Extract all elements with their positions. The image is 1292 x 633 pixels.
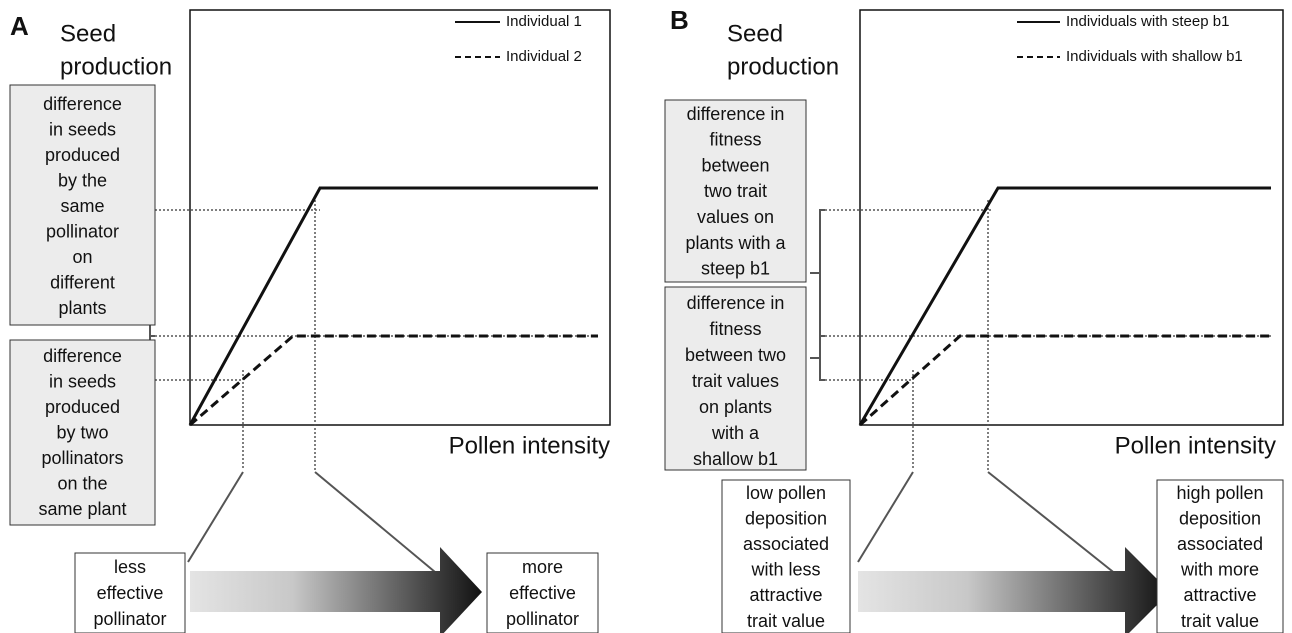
note-box-text: shallow b1: [693, 449, 778, 469]
y-axis-label: Seed: [60, 20, 116, 47]
label-box-text: with more: [1180, 560, 1259, 580]
note-box: [664, 286, 807, 471]
plot-frame: [859, 9, 1284, 426]
bracket: [810, 335, 825, 381]
gradient-arrow: [858, 547, 1170, 633]
panel-label: A: [10, 11, 29, 41]
note-box-text: steep b1: [701, 259, 770, 279]
note-box-text: by the: [58, 170, 107, 190]
legend-label: Individuals with steep b1: [1066, 13, 1229, 30]
note-box-text: pollinators: [41, 448, 123, 468]
note-box-text: trait values: [692, 371, 779, 391]
label-box-text: attractive: [1183, 585, 1256, 605]
plot-frame: [189, 9, 611, 426]
curve-dashed: [189, 334, 598, 427]
gradient-arrow: [190, 547, 482, 633]
note-box-text: different: [50, 272, 115, 292]
note-box-text: difference in: [687, 293, 785, 313]
legend-label: Individuals with shallow b1: [1066, 48, 1243, 65]
label-box-text: effective: [509, 583, 576, 603]
label-box-text: more: [522, 557, 563, 577]
note-box-text: difference: [43, 346, 122, 366]
label-box-text: high pollen: [1176, 483, 1263, 503]
note-box-text: on plants: [699, 397, 772, 417]
note-box-text: produced: [45, 145, 120, 165]
connector: [187, 471, 244, 563]
legend-label: Individual 2: [506, 48, 582, 65]
note-box-text: values on: [697, 207, 774, 227]
label-box-text: pollinator: [93, 609, 166, 629]
label-box-text: trait value: [1181, 611, 1259, 631]
note-box-text: same plant: [38, 499, 126, 519]
note-box-text: plants with a: [685, 233, 786, 253]
label-box-text: associated: [743, 534, 829, 554]
connector: [857, 471, 914, 563]
curve-dashed: [859, 334, 1271, 427]
note-box-text: on: [72, 247, 92, 267]
label-box-text: associated: [1177, 534, 1263, 554]
label-box: [1156, 479, 1284, 633]
note-box-text: difference in: [687, 104, 785, 124]
note-box-text: two trait: [704, 181, 767, 201]
label-box-text: pollinator: [506, 609, 579, 629]
note-box: [664, 99, 807, 283]
note-box: [9, 84, 156, 326]
note-box-text: between two: [685, 345, 786, 365]
curve-solid: [858, 186, 1271, 426]
y-axis-label: production: [727, 53, 839, 80]
y-axis-label: production: [60, 53, 172, 80]
note-box-text: produced: [45, 397, 120, 417]
panel-label: B: [670, 5, 689, 35]
label-box-text: less: [114, 557, 146, 577]
label-box: [74, 552, 186, 633]
label-box: [486, 552, 599, 633]
label-box-text: with less: [750, 560, 820, 580]
note-box-text: fitness: [709, 319, 761, 339]
label-box-text: attractive: [749, 585, 822, 605]
curve-solid: [188, 186, 598, 426]
note-box-text: fitness: [709, 130, 761, 150]
label-box-text: trait value: [747, 611, 825, 631]
label-box-text: effective: [97, 583, 164, 603]
note-box-text: in seeds: [49, 371, 116, 391]
note-box-text: on the: [57, 473, 107, 493]
label-box-text: low pollen: [746, 483, 826, 503]
note-box-text: same: [60, 196, 104, 216]
bracket: [810, 209, 825, 337]
label-box: [721, 479, 851, 633]
note-box: [9, 339, 156, 526]
note-box-text: with a: [711, 423, 760, 443]
legend-label: Individual 1: [506, 13, 582, 30]
note-box-text: by two: [56, 422, 108, 442]
y-axis-label: Seed: [727, 20, 783, 47]
note-box-text: difference: [43, 94, 122, 114]
connector: [314, 471, 448, 583]
label-box-text: deposition: [1179, 508, 1261, 528]
x-axis-label: Pollen intensity: [449, 432, 610, 459]
note-box-text: plants: [58, 298, 106, 318]
connector: [987, 471, 1118, 576]
note-box-text: between: [701, 155, 769, 175]
x-axis-label: Pollen intensity: [1115, 432, 1276, 459]
note-box-text: pollinator: [46, 221, 119, 241]
label-box-text: deposition: [745, 508, 827, 528]
note-box-text: in seeds: [49, 119, 116, 139]
